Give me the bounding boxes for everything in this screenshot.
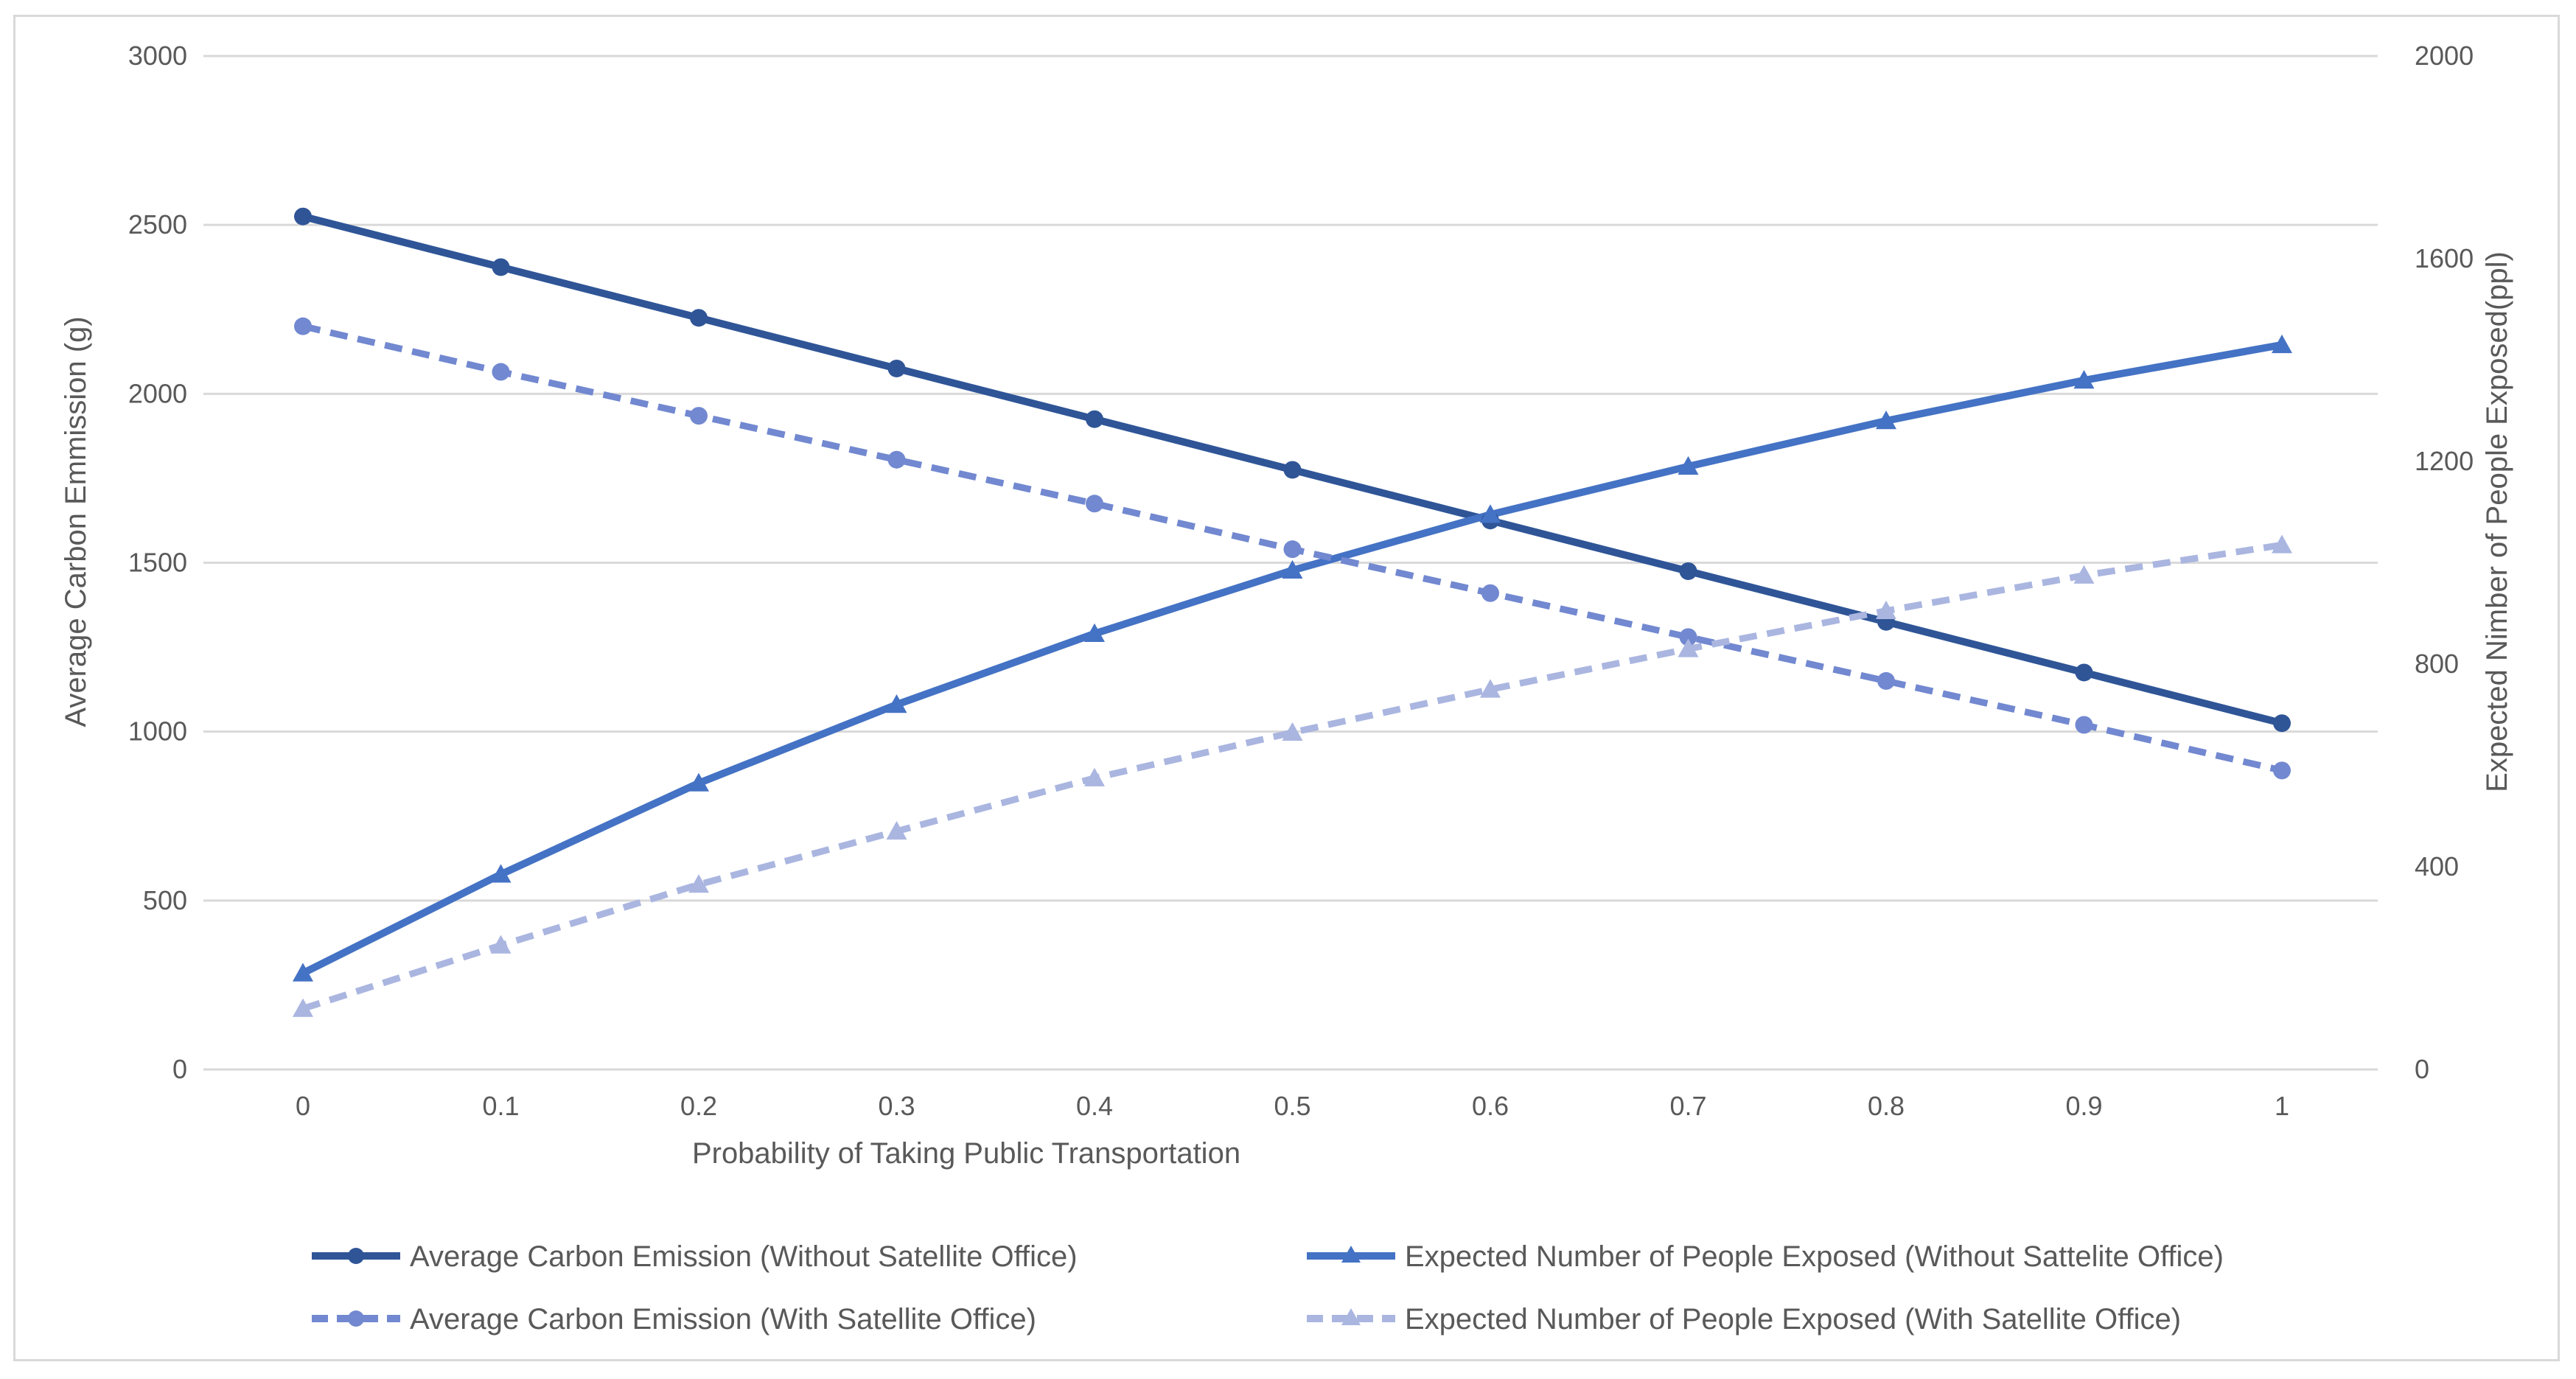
y2-tick-label: 0 <box>2415 1054 2429 1084</box>
chart-frame: 0 500 1000 1500 2000 2500 3000 0 400 800 1200 1600 2… <box>13 15 2560 1361</box>
data-point-triangle <box>886 820 907 840</box>
series-line-1 <box>301 341 2283 977</box>
y2-tick-label: 2000 <box>2415 41 2474 71</box>
data-point-triangle <box>688 772 709 792</box>
legend-label-carbon-with: Average Carbon Emission (With Satellite … <box>410 1303 1036 1336</box>
y-tick-label: 2000 <box>128 378 187 408</box>
x-tick-label: 0.8 <box>1868 1091 1905 1121</box>
x-tick-label: 0 <box>296 1091 310 1121</box>
legend-marker-exposed-with <box>1341 1308 1361 1325</box>
data-point-circle <box>492 258 510 276</box>
data-point-triangle <box>2272 534 2292 554</box>
data-point-triangle <box>1282 559 1303 579</box>
y2-axis-title: Expected Nimber of People Exposed(ppl) <box>2481 251 2513 792</box>
data-point-triangle <box>1282 722 1303 741</box>
data-point-triangle <box>1480 679 1501 698</box>
y-tick-label: 1500 <box>128 548 187 578</box>
legend-item-exposed-without: Expected Number of People Exposed (Witho… <box>1307 1240 2224 1273</box>
data-point-triangle <box>1678 455 1699 475</box>
data-point-triangle <box>886 694 907 713</box>
x-tick-label: 0.4 <box>1076 1091 1113 1121</box>
legend-marker-exposed-without <box>1341 1246 1361 1263</box>
y2-tick-label: 400 <box>2415 851 2459 881</box>
data-point-triangle <box>1678 638 1699 657</box>
data-point-triangle <box>2073 565 2095 584</box>
series-line-3 <box>301 541 2283 1012</box>
series-markers <box>293 207 2292 1017</box>
line-chart: 0 500 1000 1500 2000 2500 3000 0 400 800 1200 1600 2… <box>60 41 2513 1336</box>
data-point-circle <box>1283 461 1302 479</box>
y-tick-label: 3000 <box>128 41 187 71</box>
data-point-triangle <box>1084 767 1105 786</box>
data-point-triangle <box>1876 600 1896 620</box>
x-tick-label: 0.5 <box>1274 1091 1310 1121</box>
data-point-circle <box>2273 761 2291 780</box>
x-tick-label: 0.2 <box>680 1091 717 1121</box>
x-tick-label: 0.3 <box>878 1091 915 1121</box>
y2-tick-label: 1600 <box>2415 243 2474 273</box>
legend-marker-carbon-without <box>348 1248 364 1264</box>
legend-item-carbon-with: Average Carbon Emission (With Satellite … <box>312 1303 1036 1336</box>
x-tick-label: 0.7 <box>1669 1091 1706 1121</box>
x-tick-label: 0.9 <box>2065 1091 2102 1121</box>
data-point-circle <box>2075 663 2093 682</box>
data-point-circle <box>887 359 906 377</box>
x-tick-label: 0.1 <box>482 1091 519 1121</box>
legend-label-exposed-with: Expected Number of People Exposed (With … <box>1405 1303 2181 1336</box>
data-point-circle <box>690 407 708 425</box>
y-tick-label: 2500 <box>128 209 187 240</box>
y-axis-title: Average Carbon Emmission (g) <box>60 316 92 727</box>
data-point-triangle <box>2073 370 2095 389</box>
data-point-circle <box>1283 540 1302 559</box>
data-point-triangle <box>1480 504 1501 523</box>
data-point-triangle <box>490 935 512 954</box>
data-point-circle <box>1481 584 1499 602</box>
data-point-triangle <box>1084 623 1105 642</box>
data-point-circle <box>1086 410 1103 428</box>
legend-label-carbon-without: Average Carbon Emission (Without Satelli… <box>410 1240 1078 1273</box>
y-tick-label: 1000 <box>128 716 187 747</box>
data-point-triangle <box>490 864 512 883</box>
data-point-triangle <box>1876 411 1896 430</box>
data-point-circle <box>690 309 708 327</box>
x-tick-label: 0.6 <box>1472 1091 1509 1121</box>
data-point-circle <box>2075 716 2093 734</box>
data-point-circle <box>1679 628 1697 646</box>
data-point-circle <box>1086 495 1103 513</box>
series-lines <box>301 212 2283 1012</box>
y2-tick-label: 800 <box>2415 649 2459 679</box>
y-tick-label: 0 <box>172 1054 187 1084</box>
y2-tick-label: 1200 <box>2415 446 2474 476</box>
x-axis-title: Probability of Taking Public Transportat… <box>692 1137 1240 1170</box>
legend-item-carbon-without: Average Carbon Emission (Without Satelli… <box>312 1240 1078 1273</box>
data-point-triangle <box>293 963 313 982</box>
x-tick-label: 1 <box>2275 1091 2289 1121</box>
data-point-triangle <box>2272 334 2292 354</box>
data-point-triangle <box>293 998 313 1017</box>
legend-item-exposed-with: Expected Number of People Exposed (With … <box>1307 1303 2181 1336</box>
data-point-circle <box>492 363 510 381</box>
data-point-circle <box>887 450 906 469</box>
gridlines <box>203 55 2378 1071</box>
data-point-circle <box>294 207 312 226</box>
axes: 0 500 1000 1500 2000 2500 3000 0 400 800 1200 1600 2… <box>128 41 2474 1121</box>
data-point-circle <box>1679 562 1697 580</box>
data-point-triangle <box>688 874 709 893</box>
data-point-circle <box>2273 714 2291 733</box>
y-tick-label: 500 <box>143 885 187 915</box>
data-point-circle <box>1877 671 1895 690</box>
legend-marker-carbon-with <box>348 1310 364 1327</box>
legend: Average Carbon Emission (Without Satelli… <box>312 1240 2224 1336</box>
legend-label-exposed-without: Expected Number of People Exposed (Witho… <box>1405 1240 2224 1273</box>
data-point-circle <box>294 317 312 335</box>
